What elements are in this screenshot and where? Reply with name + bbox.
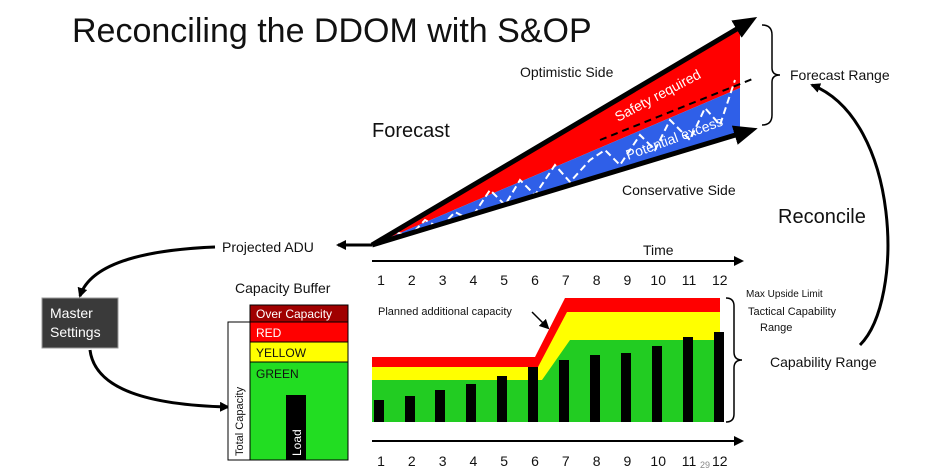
- period-label: 2: [408, 272, 416, 288]
- period-label: 10: [650, 453, 666, 469]
- excess-area: [372, 88, 740, 245]
- period-label: 5: [500, 272, 508, 288]
- conservative-arrow: [371, 125, 758, 248]
- projected-adu: Projected ADU: [222, 239, 314, 255]
- reconcile-arrow: [810, 83, 890, 347]
- adu-to-settings-arrow: [77, 245, 216, 298]
- planned-arrow: [531, 311, 550, 330]
- planned-capacity-label: Planned additional capacity: [378, 306, 512, 318]
- capability-green: [372, 340, 720, 422]
- period-label: 7: [562, 453, 570, 469]
- period-label: 8: [593, 272, 601, 288]
- max-upside-label: Max Upside Limit: [746, 289, 823, 300]
- conservative-label: Conservative Side: [622, 182, 736, 198]
- period-label: 3: [439, 453, 447, 469]
- time-label: Time: [643, 242, 674, 258]
- period-label: 9: [624, 272, 632, 288]
- period-label: 3: [439, 272, 447, 288]
- period-label: 6: [531, 272, 539, 288]
- slide-number: 29: [700, 460, 710, 470]
- tactical-label: Range: [760, 322, 792, 334]
- load-bar: [286, 395, 306, 460]
- forecast-range-label: Forecast Range: [790, 67, 890, 83]
- settings-to-buffer-arrow: [88, 349, 230, 412]
- title: Reconciling the DDOM with S&OP: [72, 12, 592, 50]
- period-label: 8: [593, 453, 601, 469]
- period-label: 10: [650, 272, 666, 288]
- forecast-bracket: [761, 24, 781, 126]
- master-settings-box: [41, 297, 119, 349]
- period-label: 11: [682, 272, 697, 288]
- period-label: 2: [408, 453, 416, 469]
- period-label: 7: [562, 272, 570, 288]
- zone-label: RED: [256, 326, 282, 340]
- master-settings-line: Settings: [50, 324, 101, 340]
- total-capacity-label: Total Capacity: [234, 386, 246, 456]
- forecast-label: Forecast: [372, 120, 450, 142]
- load-label: Load: [290, 429, 304, 456]
- reconcile-label: Reconcile: [778, 206, 866, 228]
- forecast-trend: [599, 77, 756, 141]
- period-label: 12: [712, 272, 728, 288]
- period-label: 11: [682, 453, 697, 469]
- period-label: 9: [624, 453, 632, 469]
- period-label: 1: [377, 272, 385, 288]
- zone-label: YELLOW: [256, 346, 307, 360]
- master-settings-line: Master: [50, 305, 93, 321]
- period-label: 12: [712, 453, 728, 469]
- capability-bracket: [725, 297, 743, 423]
- load-bars: [374, 332, 724, 422]
- zone-label: GREEN: [256, 367, 299, 381]
- period-label: 4: [470, 453, 478, 469]
- capability-range-label: Capability Range: [770, 354, 877, 370]
- optimistic-arrow: [370, 16, 758, 248]
- period-label: 4: [470, 272, 478, 288]
- period-label: 1: [377, 453, 385, 469]
- period-label: 6: [531, 453, 539, 469]
- zone-label: Over Capacity: [256, 307, 332, 321]
- period-label: 5: [500, 453, 508, 469]
- capacity-buffer-title: Capacity Buffer: [235, 280, 331, 296]
- optimistic-label: Optimistic Side: [520, 64, 614, 80]
- tactical-label: Tactical Capability: [748, 306, 837, 318]
